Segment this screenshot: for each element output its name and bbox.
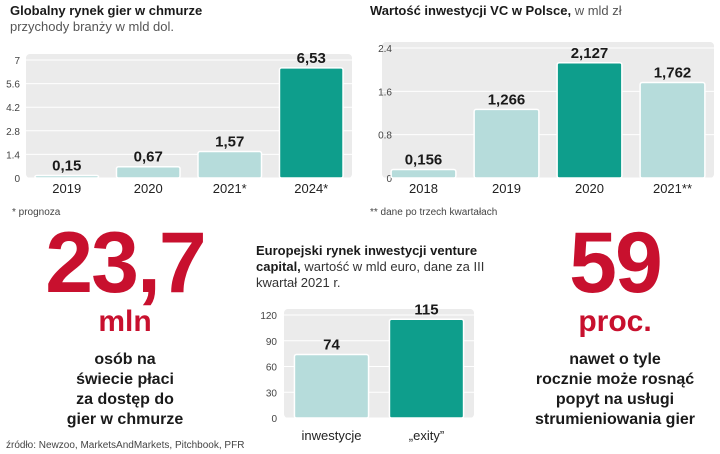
bar <box>278 67 344 179</box>
y-tick-label: 120 <box>260 311 277 322</box>
y-tick-label: 4.2 <box>6 103 20 114</box>
stat-left-line: za dostęp do <box>76 391 174 408</box>
y-tick-label: 1.6 <box>378 87 392 98</box>
category-label: 2021** <box>653 181 692 196</box>
value-label: 0,15 <box>52 157 81 174</box>
y-tick-label: 5.6 <box>6 80 20 91</box>
y-tick-label: 30 <box>266 388 278 399</box>
stat-left-number: 23,7 <box>45 215 206 311</box>
bar <box>473 108 540 179</box>
category-label: 2021* <box>213 181 247 196</box>
y-tick-label: 0 <box>14 174 20 185</box>
category-label: 2019 <box>492 181 521 196</box>
y-tick-label: 2.8 <box>6 127 20 138</box>
value-label: 6,53 <box>297 50 326 67</box>
source-note: źródło: Newzoo, MarketsAndMarkets, Pitch… <box>6 440 245 451</box>
category-label: 2020 <box>575 181 604 196</box>
bar <box>639 81 706 179</box>
vc-chart-title-line: Wartość inwestycji VC w Polsce, w mld zł <box>370 3 622 19</box>
cloud-chart-footnote: * prognoza <box>12 207 61 218</box>
category-label: 2024* <box>294 181 328 196</box>
cloud-revenue-chart: 0 1.4 2.8 4.2 5.6 7 0,15 2019 0,67 2020 1,57 2021* 6… <box>6 50 352 196</box>
y-tick-label: 7 <box>14 56 20 67</box>
stat-left-line: osób na <box>94 351 156 368</box>
cloud-chart-title: Globalny rynek gier w chmurze <box>10 3 203 18</box>
eu-chart-subtitle: wartość w mld euro, dane za III kwartał … <box>256 259 485 290</box>
value-label: 1,762 <box>654 65 692 82</box>
eu-chart-title-block: Europejski rynek inwestycji venture capi… <box>256 243 486 291</box>
bar <box>293 353 370 419</box>
vc-chart-title: Wartość inwestycji VC w Polsce, <box>370 3 572 18</box>
stat-left-line: gier w chmurze <box>66 411 184 428</box>
value-label: 1,266 <box>488 91 526 108</box>
stat-right-description: nawet o tyle rocznie może rosnąć popyt n… <box>515 350 715 430</box>
category-label: inwestycje <box>302 428 362 443</box>
stat-right-line: popyt na usługi <box>555 391 675 408</box>
value-label: 0,67 <box>134 149 163 166</box>
plot-area <box>382 42 714 178</box>
vc-investment-chart: 0 0.8 1.6 2.4 0,156 2018 1,266 2019 2,127 2020 1,7… <box>378 42 714 196</box>
bar <box>390 168 457 179</box>
bar <box>388 318 465 419</box>
category-label: 2018 <box>409 181 438 196</box>
value-label: 1,57 <box>215 134 244 151</box>
bar <box>34 174 100 179</box>
bar <box>115 165 181 179</box>
y-tick-label: 2.4 <box>378 44 392 55</box>
stat-left-description: osób na świecie płaci za dostęp do gier … <box>20 350 230 430</box>
bar <box>556 62 623 179</box>
y-tick-label: 1.4 <box>6 150 20 161</box>
y-tick-label: 0.8 <box>378 131 392 142</box>
stat-right-line: strumieniowania gier <box>534 411 696 428</box>
value-label: 74 <box>323 336 340 353</box>
stat-right-number: 59 <box>569 215 663 311</box>
y-tick-label: 90 <box>266 337 278 348</box>
vc-chart-footnote: ** dane po trzech kwartałach <box>370 207 498 218</box>
bar <box>197 150 263 179</box>
vc-chart-subtitle: w mld zł <box>571 3 622 18</box>
stat-left-line: świecie płaci <box>76 371 174 388</box>
category-label: 2020 <box>134 181 163 196</box>
stat-right-unit: proc. <box>578 305 652 338</box>
eu-vc-market-chart: 0 30 60 90 120 74 inwestycje 115 „exity” <box>260 301 474 443</box>
y-tick-label: 0 <box>271 414 277 425</box>
value-label: 0,156 <box>405 152 443 169</box>
category-label: 2019 <box>52 181 81 196</box>
eu-chart-title: Europejski rynek inwestycji venture capi… <box>256 243 478 274</box>
y-tick-label: 60 <box>266 363 278 374</box>
value-label: 2,127 <box>571 45 609 62</box>
plot-area <box>26 54 352 178</box>
value-label: 115 <box>414 301 438 318</box>
y-tick-label: 0 <box>386 174 392 185</box>
stat-left-unit: mln <box>98 305 152 338</box>
stat-right-line: nawet o tyle <box>569 351 661 368</box>
cloud-chart-subtitle: przychody branży w mld dol. <box>10 19 175 34</box>
category-label: „exity” <box>409 428 444 443</box>
stat-right-line: rocznie może rosnąć <box>535 371 695 388</box>
